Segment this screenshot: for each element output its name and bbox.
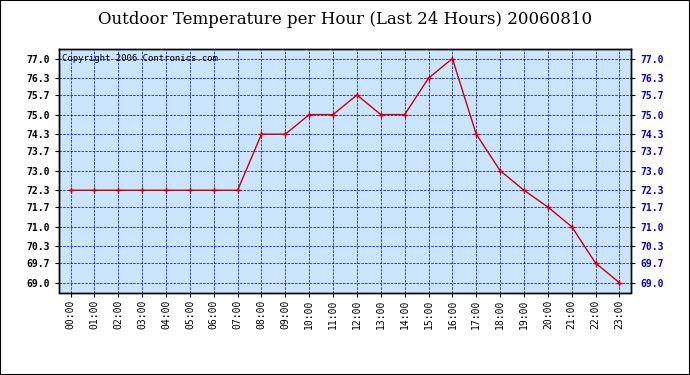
Text: Outdoor Temperature per Hour (Last 24 Hours) 20060810: Outdoor Temperature per Hour (Last 24 Ho… — [98, 11, 592, 28]
Text: Copyright 2006 Contronics.com: Copyright 2006 Contronics.com — [61, 54, 217, 63]
